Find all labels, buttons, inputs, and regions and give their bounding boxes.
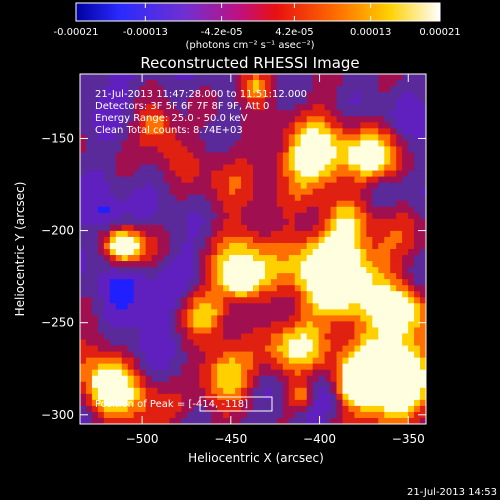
colorbar-tick-label: 0.00013 (350, 27, 391, 38)
y-tick-label: −200 (41, 224, 74, 238)
x-axis-label: Heliocentric X (arcsec) (188, 451, 324, 465)
y-tick-label: −300 (41, 408, 74, 422)
chart-title: Reconstructed RHESSI Image (140, 54, 359, 72)
timestamp: 21-Jul-2013 14:53 (407, 487, 497, 498)
y-tick-label: −250 (41, 316, 74, 330)
colorbar (75, 2, 441, 22)
colorbar-ticks: -0.00021 -0.00013 -4.2e-05 4.2e-05 0.00013 0.… (54, 3, 461, 38)
colorbar-tick-label: 0.00021 (419, 27, 460, 38)
peak-marker (199, 396, 273, 412)
x-tick-label: −350 (392, 432, 425, 446)
colorbar-tick-label: -4.2e-05 (201, 27, 243, 38)
x-tick-label: −400 (303, 432, 336, 446)
colorbar-tick-label: -0.00021 (54, 27, 99, 38)
y-tick-label: −150 (41, 131, 74, 145)
annotation-clean-counts: Clean Total counts: 8.74E+03 (95, 125, 243, 136)
colorbar-unit-label: (photons cm⁻² s⁻¹ asec⁻²) (185, 40, 314, 51)
colorbar-tick-label: -0.00013 (123, 27, 168, 38)
annotation-time-range: 21-Jul-2013 11:47:28.000 to 11:51:12.000 (95, 89, 307, 100)
colorbar-tick-label: 4.2e-05 (275, 27, 313, 38)
x-tick-label: −500 (126, 432, 159, 446)
peak-position-label: Position of Peak = [-414, -118] (95, 399, 248, 410)
y-axis-label: Heliocentric Y (arcsec) (13, 182, 27, 317)
heatmap (80, 74, 427, 425)
annotation-detectors: Detectors: 3F 5F 6F 7F 8F 9F, Att 0 (95, 101, 269, 112)
axis-ticks: −500 −450 −400 −350 −150 −200 −250 −300 (41, 74, 426, 446)
x-tick-label: −450 (214, 432, 247, 446)
plot-frame (79, 73, 427, 425)
annotation-energy-range: Energy Range: 25.0 - 50.0 keV (95, 113, 248, 124)
